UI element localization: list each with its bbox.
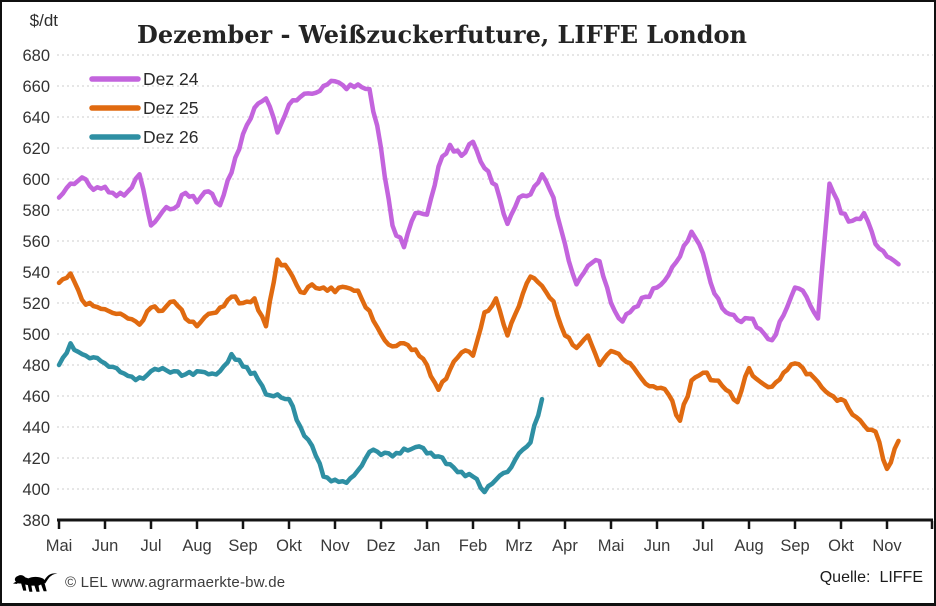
y-tick-label: 400	[22, 481, 50, 499]
x-tick-label: Jul	[140, 537, 161, 555]
x-tick-label: Apr	[552, 537, 578, 555]
y-tick-label: 560	[22, 233, 50, 251]
y-tick-label: 640	[22, 109, 50, 127]
y-tick-label: 600	[22, 171, 50, 189]
source-value: LIFFE	[879, 569, 923, 586]
x-tick-label: Jun	[92, 537, 119, 555]
y-tick-label: 580	[22, 202, 50, 220]
legend: Dez 24 Dez 25 Dez 26	[89, 69, 199, 147]
y-tick-label: 380	[22, 512, 50, 530]
x-tick-label: Nov	[872, 537, 902, 555]
y-tick-label: 520	[22, 295, 50, 313]
legend-label-dez25: Dez 25	[143, 98, 198, 118]
x-tick-label: Sep	[228, 537, 257, 555]
y-tick-label: 500	[22, 326, 50, 344]
y-tick-label: 460	[22, 388, 50, 406]
data-series	[56, 78, 901, 495]
legend-item-dez25: Dez 25	[89, 98, 198, 118]
x-tick-label: Jul	[692, 537, 713, 555]
series-line-dez26	[56, 341, 545, 495]
legend-label-dez26: Dez 26	[143, 127, 198, 147]
x-tick-label: Nov	[320, 537, 350, 555]
x-tick-label: Okt	[828, 537, 854, 555]
x-axis	[57, 518, 934, 529]
y-tick-label: 480	[22, 357, 50, 375]
y-tick-label: 440	[22, 419, 50, 437]
series-line-dez25	[56, 257, 901, 472]
axis-labels: 380 400 420 440 460 480 500 520 540 560 580 600 620 6…	[22, 47, 902, 555]
y-tick-label: 680	[22, 47, 50, 65]
series-line-dez24	[56, 78, 901, 343]
y-tick-label: 420	[22, 450, 50, 468]
x-tick-label: Feb	[459, 537, 487, 555]
x-tick-label: Sep	[780, 537, 809, 555]
y-tick-label: 540	[22, 264, 50, 282]
x-tick-label: Aug	[182, 537, 211, 555]
legend-label-dez24: Dez 24	[143, 69, 199, 89]
baden-wuerttemberg-lion-logo	[13, 573, 58, 592]
copyright-text: © LEL www.agrarmaerkte-bw.de	[65, 574, 286, 591]
y-tick-label: 660	[22, 78, 50, 96]
legend-item-dez24: Dez 24	[89, 69, 199, 89]
x-tick-label: Mai	[598, 537, 625, 555]
chart-title: Dezember - Weißzuckerfuture, LIFFE Londo…	[137, 20, 747, 49]
gridlines	[57, 54, 933, 490]
source-note: Quelle: LIFFE	[820, 569, 923, 587]
source-label: Quelle:	[819, 569, 871, 586]
y-tick-label: 620	[22, 140, 50, 158]
x-tick-label: Mrz	[505, 537, 533, 555]
legend-item-dez26: Dez 26	[89, 127, 198, 147]
x-tick-label: Okt	[276, 537, 302, 555]
x-tick-label: Aug	[734, 537, 763, 555]
x-tick-label: Dez	[366, 537, 395, 555]
x-tick-label: Mai	[46, 537, 73, 555]
x-tick-label: Jan	[414, 537, 441, 555]
y-axis-unit-label: $/dt	[30, 11, 59, 30]
x-tick-label: Jun	[644, 537, 671, 555]
